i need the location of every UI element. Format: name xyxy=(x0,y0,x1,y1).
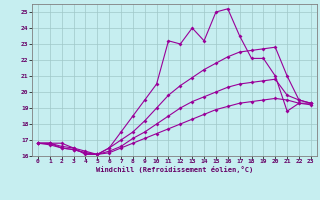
X-axis label: Windchill (Refroidissement éolien,°C): Windchill (Refroidissement éolien,°C) xyxy=(96,166,253,173)
